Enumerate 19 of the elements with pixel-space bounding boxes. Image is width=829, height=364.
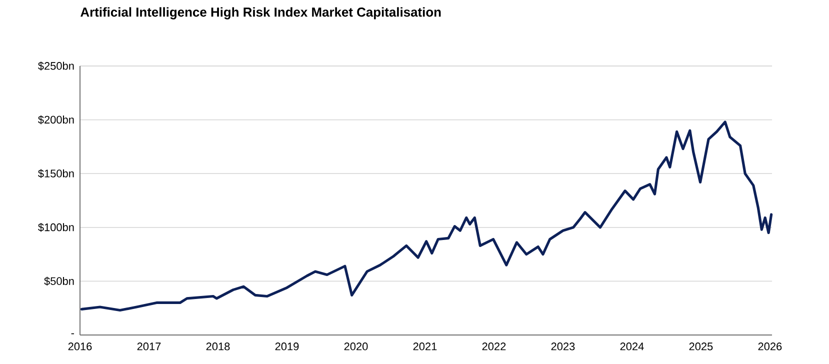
x-tick-label: 2020: [344, 342, 368, 350]
x-tick-label: 2018: [206, 342, 230, 350]
x-tick-label: 2025: [689, 342, 713, 350]
y-tick-label: -: [71, 333, 74, 334]
chart-title: Artificial Intelligence High Risk Index Market Capitalisation: [80, 7, 441, 20]
x-tick-label: 2024: [620, 342, 644, 350]
y-tick-label: $50bn: [44, 276, 74, 286]
x-tick-label: 2021: [413, 342, 437, 350]
line-series: [80, 120, 773, 312]
x-tick-label: 2026: [758, 342, 782, 350]
x-tick-label: 2016: [68, 342, 92, 350]
x-tick-label: 2022: [482, 342, 506, 350]
y-tick-label: $100bn: [38, 222, 74, 232]
y-tick-label: $250bn: [38, 62, 74, 70]
x-tick-label: 2023: [551, 342, 575, 350]
y-tick-label: $150bn: [38, 169, 74, 178]
x-tick-label: 2019: [275, 342, 299, 350]
y-tick-label: $200bn: [38, 115, 74, 124]
x-tick-label: 2017: [137, 342, 161, 350]
